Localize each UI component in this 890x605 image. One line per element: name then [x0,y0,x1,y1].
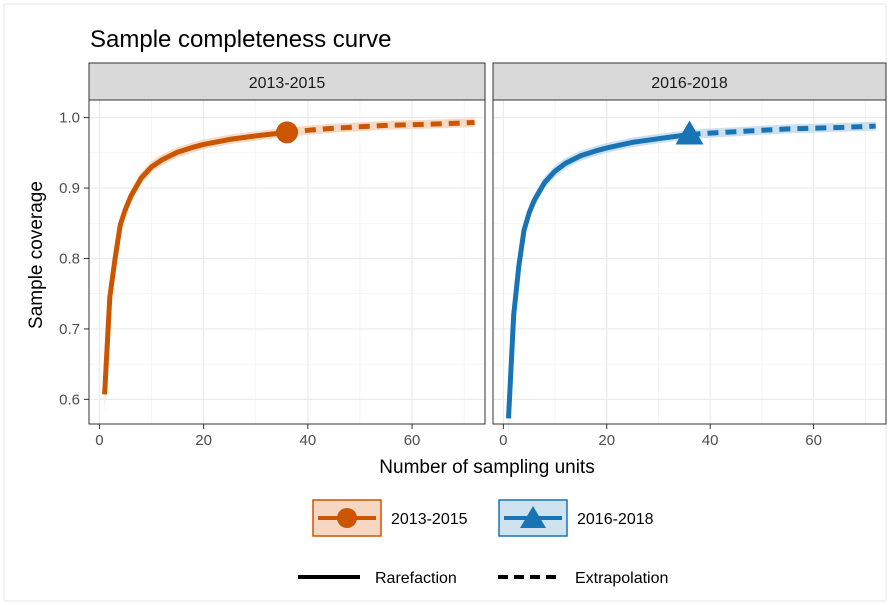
strip-2013-2015 [88,62,486,101]
x-tick-label-2013-2015: 20 [195,432,212,449]
y-axis-title: Sample coverage [26,181,47,329]
y-tick-label: 0.6 [59,391,80,408]
legend-label-rarefaction: Rarefaction [375,570,457,587]
y-tick-label: 0.9 [59,180,80,197]
legend-label-2013-2015: 2013-2015 [391,511,468,528]
chart-title: Sample completeness curve [90,26,391,53]
panel-border-2013-2015 [88,99,486,425]
extrapolation-line-2013-2015 [286,120,475,135]
x-tick-label-2013-2015: 40 [299,432,316,449]
rarefaction-line-2013-2015 [102,129,288,395]
x-tick-label-2016-2018: 20 [598,432,615,449]
legend-key-2013-2015 [312,499,382,537]
legend-linetype: Rarefaction Extrapolation [298,570,668,587]
panel-2013-2015: 2013-2015 0 20 40 60 0.6 0.7 0.8 0.9 1.0 [59,62,486,449]
strip-label-2016-2018: 2016-2018 [651,75,728,92]
observed-point-2016-2018 [675,120,704,145]
x-tick-label-2016-2018: 40 [702,432,719,449]
y-tick-label: 0.7 [59,321,80,338]
legend-series: 2013-2015 2016-2018 [312,499,654,537]
legend-key-2016-2018-marker [520,506,546,528]
legend-key-2016-2018 [498,499,568,537]
plot-area-2016-2018 [493,100,886,424]
legend-label-2016-2018: 2016-2018 [577,511,654,528]
observed-point-2013-2015 [276,121,298,144]
panel-2016-2018: 2016-2018 0 20 40 60 [492,62,887,449]
panel-border-2016-2018 [492,99,887,425]
rarefaction-line-2016-2018 [506,132,690,419]
legend-label-extrapolation: Extrapolation [575,570,668,587]
x-axis-title: Number of sampling units [379,457,594,478]
x-tick-label-2016-2018: 0 [499,432,507,449]
y-tick-label: 1.0 [59,110,80,127]
strip-label-2013-2015: 2013-2015 [249,75,326,92]
strip-2016-2018 [492,62,887,101]
x-tick-label-2016-2018: 60 [805,432,822,449]
legend-key-2013-2015-marker [337,508,357,528]
extrapolation-line-2016-2018 [689,123,876,137]
plot-area-2013-2015 [89,100,485,424]
x-tick-label-2013-2015: 0 [95,432,103,449]
x-tick-label-2013-2015: 60 [404,432,421,449]
y-tick-label: 0.8 [59,250,80,267]
